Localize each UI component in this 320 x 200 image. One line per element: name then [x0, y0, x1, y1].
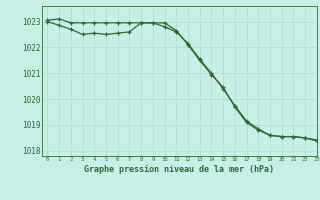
X-axis label: Graphe pression niveau de la mer (hPa): Graphe pression niveau de la mer (hPa) [84, 165, 274, 174]
